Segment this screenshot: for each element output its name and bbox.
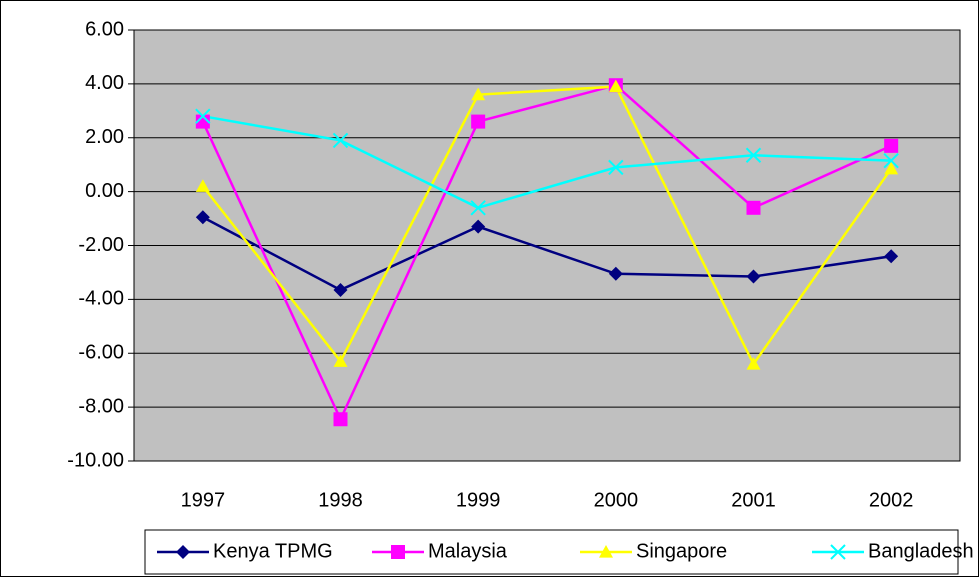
data-point	[333, 354, 348, 367]
data-point	[608, 79, 623, 93]
data-point	[195, 210, 210, 225]
data-point	[195, 114, 210, 129]
data-point	[608, 266, 623, 281]
data-point	[333, 412, 348, 427]
data-point	[195, 108, 211, 124]
series-line	[201, 85, 893, 367]
data-point	[332, 132, 349, 149]
legend-marker	[599, 545, 613, 558]
x-tick-label: 2002	[869, 489, 914, 511]
data-point	[470, 200, 486, 216]
data-point	[471, 87, 486, 101]
y-tick-label: -4.00	[78, 288, 124, 310]
y-tick-label: -2.00	[78, 234, 124, 256]
data-point	[883, 152, 899, 169]
data-point	[746, 269, 761, 284]
series-line	[201, 83, 892, 423]
data-point	[471, 219, 486, 234]
legend-label: Malaysia	[428, 540, 508, 562]
legend-label: Kenya TPMG	[213, 540, 333, 562]
data-point	[746, 357, 761, 370]
legend-marker	[830, 544, 846, 560]
y-tick-label: -6.00	[78, 342, 124, 364]
data-point	[608, 159, 624, 176]
x-tick-label: 2000	[594, 489, 639, 511]
data-point	[884, 249, 899, 264]
legend-label: Bangladesh	[868, 540, 974, 562]
y-tick-label: 2.00	[85, 126, 124, 148]
data-point	[746, 200, 761, 215]
x-tick-label: 1999	[456, 489, 501, 511]
data-point	[471, 114, 486, 129]
plot-border	[133, 29, 961, 462]
data-point	[884, 138, 899, 153]
x-tick-label: 1998	[318, 489, 363, 511]
series-line	[202, 216, 892, 292]
data-point	[745, 147, 762, 163]
y-tick-label: -8.00	[78, 395, 124, 417]
data-point	[333, 282, 348, 297]
y-tick-label: 6.00	[85, 18, 124, 40]
x-tick-label: 2001	[731, 489, 776, 511]
y-tick-label: 0.00	[85, 180, 124, 202]
y-tick-label: 4.00	[85, 72, 124, 94]
legend-marker	[391, 545, 405, 559]
x-tick-label: 1997	[181, 489, 226, 511]
legend-label: Singapore	[636, 540, 727, 562]
data-point	[195, 179, 210, 192]
y-tick-label: -10.00	[67, 449, 124, 471]
series-line	[202, 114, 892, 210]
data-point	[884, 161, 899, 175]
legend-marker	[176, 545, 190, 559]
